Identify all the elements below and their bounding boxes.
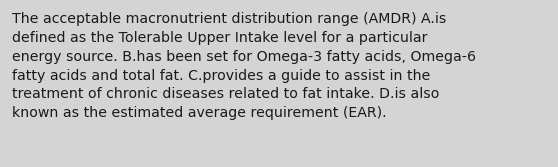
Text: The acceptable macronutrient distribution range (AMDR) A.is
defined as the Toler: The acceptable macronutrient distributio…	[12, 12, 477, 120]
